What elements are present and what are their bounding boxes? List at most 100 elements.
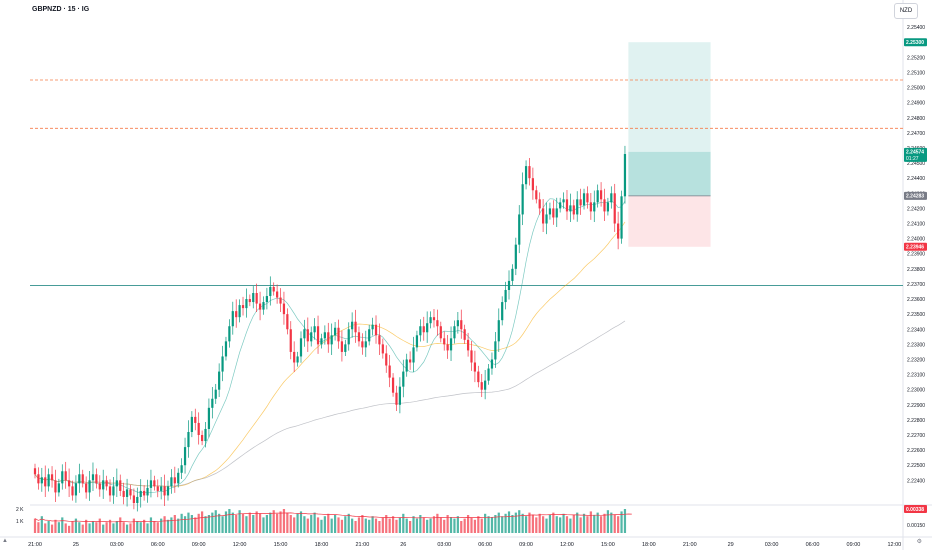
volume-tick-label: 2 K [16,507,24,513]
time-tick-label: 06:00 [478,542,492,548]
volume-bar [409,521,412,533]
price-tick-label: 2.23400 [907,327,925,333]
volume-bar [303,516,306,533]
candle-body [125,489,129,497]
price-tick-label: 2.23700 [907,282,925,288]
time-tick-label: 03:00 [110,542,124,548]
candle-body [347,329,350,345]
indicator-label: 0.00338 [906,507,924,513]
candle-body [214,389,217,399]
stop-price-label-bg [904,242,927,251]
price-tick-label: 2.22600 [907,448,925,454]
volume-bar [156,522,159,533]
candle-body [593,202,596,212]
candle-body [224,341,228,357]
indicator-sub-label: 0.00150 [907,523,925,529]
volume-bar [364,518,367,533]
volume-bar [293,517,296,533]
candle-body [344,344,347,352]
candle-body [139,490,142,497]
volume-bar [282,509,286,533]
long-position-tool [628,42,711,247]
candle-body [187,431,190,448]
candle-body [153,480,156,487]
profit-zone [628,151,711,196]
candle-body [596,190,599,203]
candle-body [323,332,326,339]
candle-body [265,296,268,303]
candle-body [429,317,432,324]
volume-tick-label: 1 K [16,519,24,525]
time-tick-label: 29 [728,542,734,548]
volume-bar [623,509,627,533]
candle-body [497,320,500,342]
horizontal-lines [30,79,903,286]
candle-body [303,329,306,339]
volume-bar [54,519,57,533]
candle-body [582,193,586,206]
candle-body [511,268,514,281]
volume-bar [160,518,163,533]
volume-bar [112,523,115,533]
candle-body [57,483,60,493]
volume-bar [276,513,279,533]
price-tick-label: 2.24500 [907,161,925,167]
candle-body [565,199,569,212]
candle-body [330,335,333,345]
settings-icon[interactable]: ⚙ [916,539,922,545]
volume-bar [279,511,282,533]
current-price-label: 2.24574 [906,150,924,156]
volume-bar [180,513,183,533]
candle-body [603,199,606,212]
volume-bar [620,511,623,533]
candle-body [361,341,364,348]
volume-bar [316,517,320,533]
candle-body [262,302,265,310]
candle-body [306,329,309,342]
volume-bar [531,515,534,533]
candle-body [466,339,470,351]
entry-price-label-bg [904,191,927,200]
candle-body [143,490,146,496]
candle-body [610,193,613,203]
candle-body [395,392,398,405]
candle-body [449,338,453,351]
volume-bar [149,517,153,533]
candle-body [374,324,378,336]
candle-body [579,199,582,206]
candle-body [446,344,449,351]
volume-bar [429,518,432,533]
volume-bar [252,515,255,533]
candle-body [340,341,344,352]
candle-body [310,332,313,342]
volume-bar [91,521,95,533]
candle-body [368,329,371,342]
volume-bar [422,517,425,533]
candle-body [562,199,565,203]
volume-bar [163,516,166,533]
candle-body [146,487,149,496]
candle-body [190,416,193,432]
volume-bar [44,523,47,533]
candle-body [589,202,592,212]
price-tick-label: 2.22500 [907,463,925,469]
currency-button[interactable]: NZD [894,3,918,19]
volume-bar [497,512,500,533]
time-tick-label: 03:00 [437,542,451,548]
candle-body [91,474,95,481]
candle-body [258,303,262,310]
volume-bar [245,516,248,533]
time-tick-label: 15:00 [601,542,615,548]
volume-bar [599,516,603,533]
price-tick-label: 2.24100 [907,222,925,228]
candle-body [443,338,446,345]
volume-bar [524,516,528,533]
volume-bar [200,511,204,533]
stop-price-label: 2.23946 [906,245,924,251]
volume-bar [64,523,67,533]
candle-body [50,474,54,481]
volume-bar [528,512,531,533]
volume-bar [470,517,473,533]
candle-body [470,350,473,363]
